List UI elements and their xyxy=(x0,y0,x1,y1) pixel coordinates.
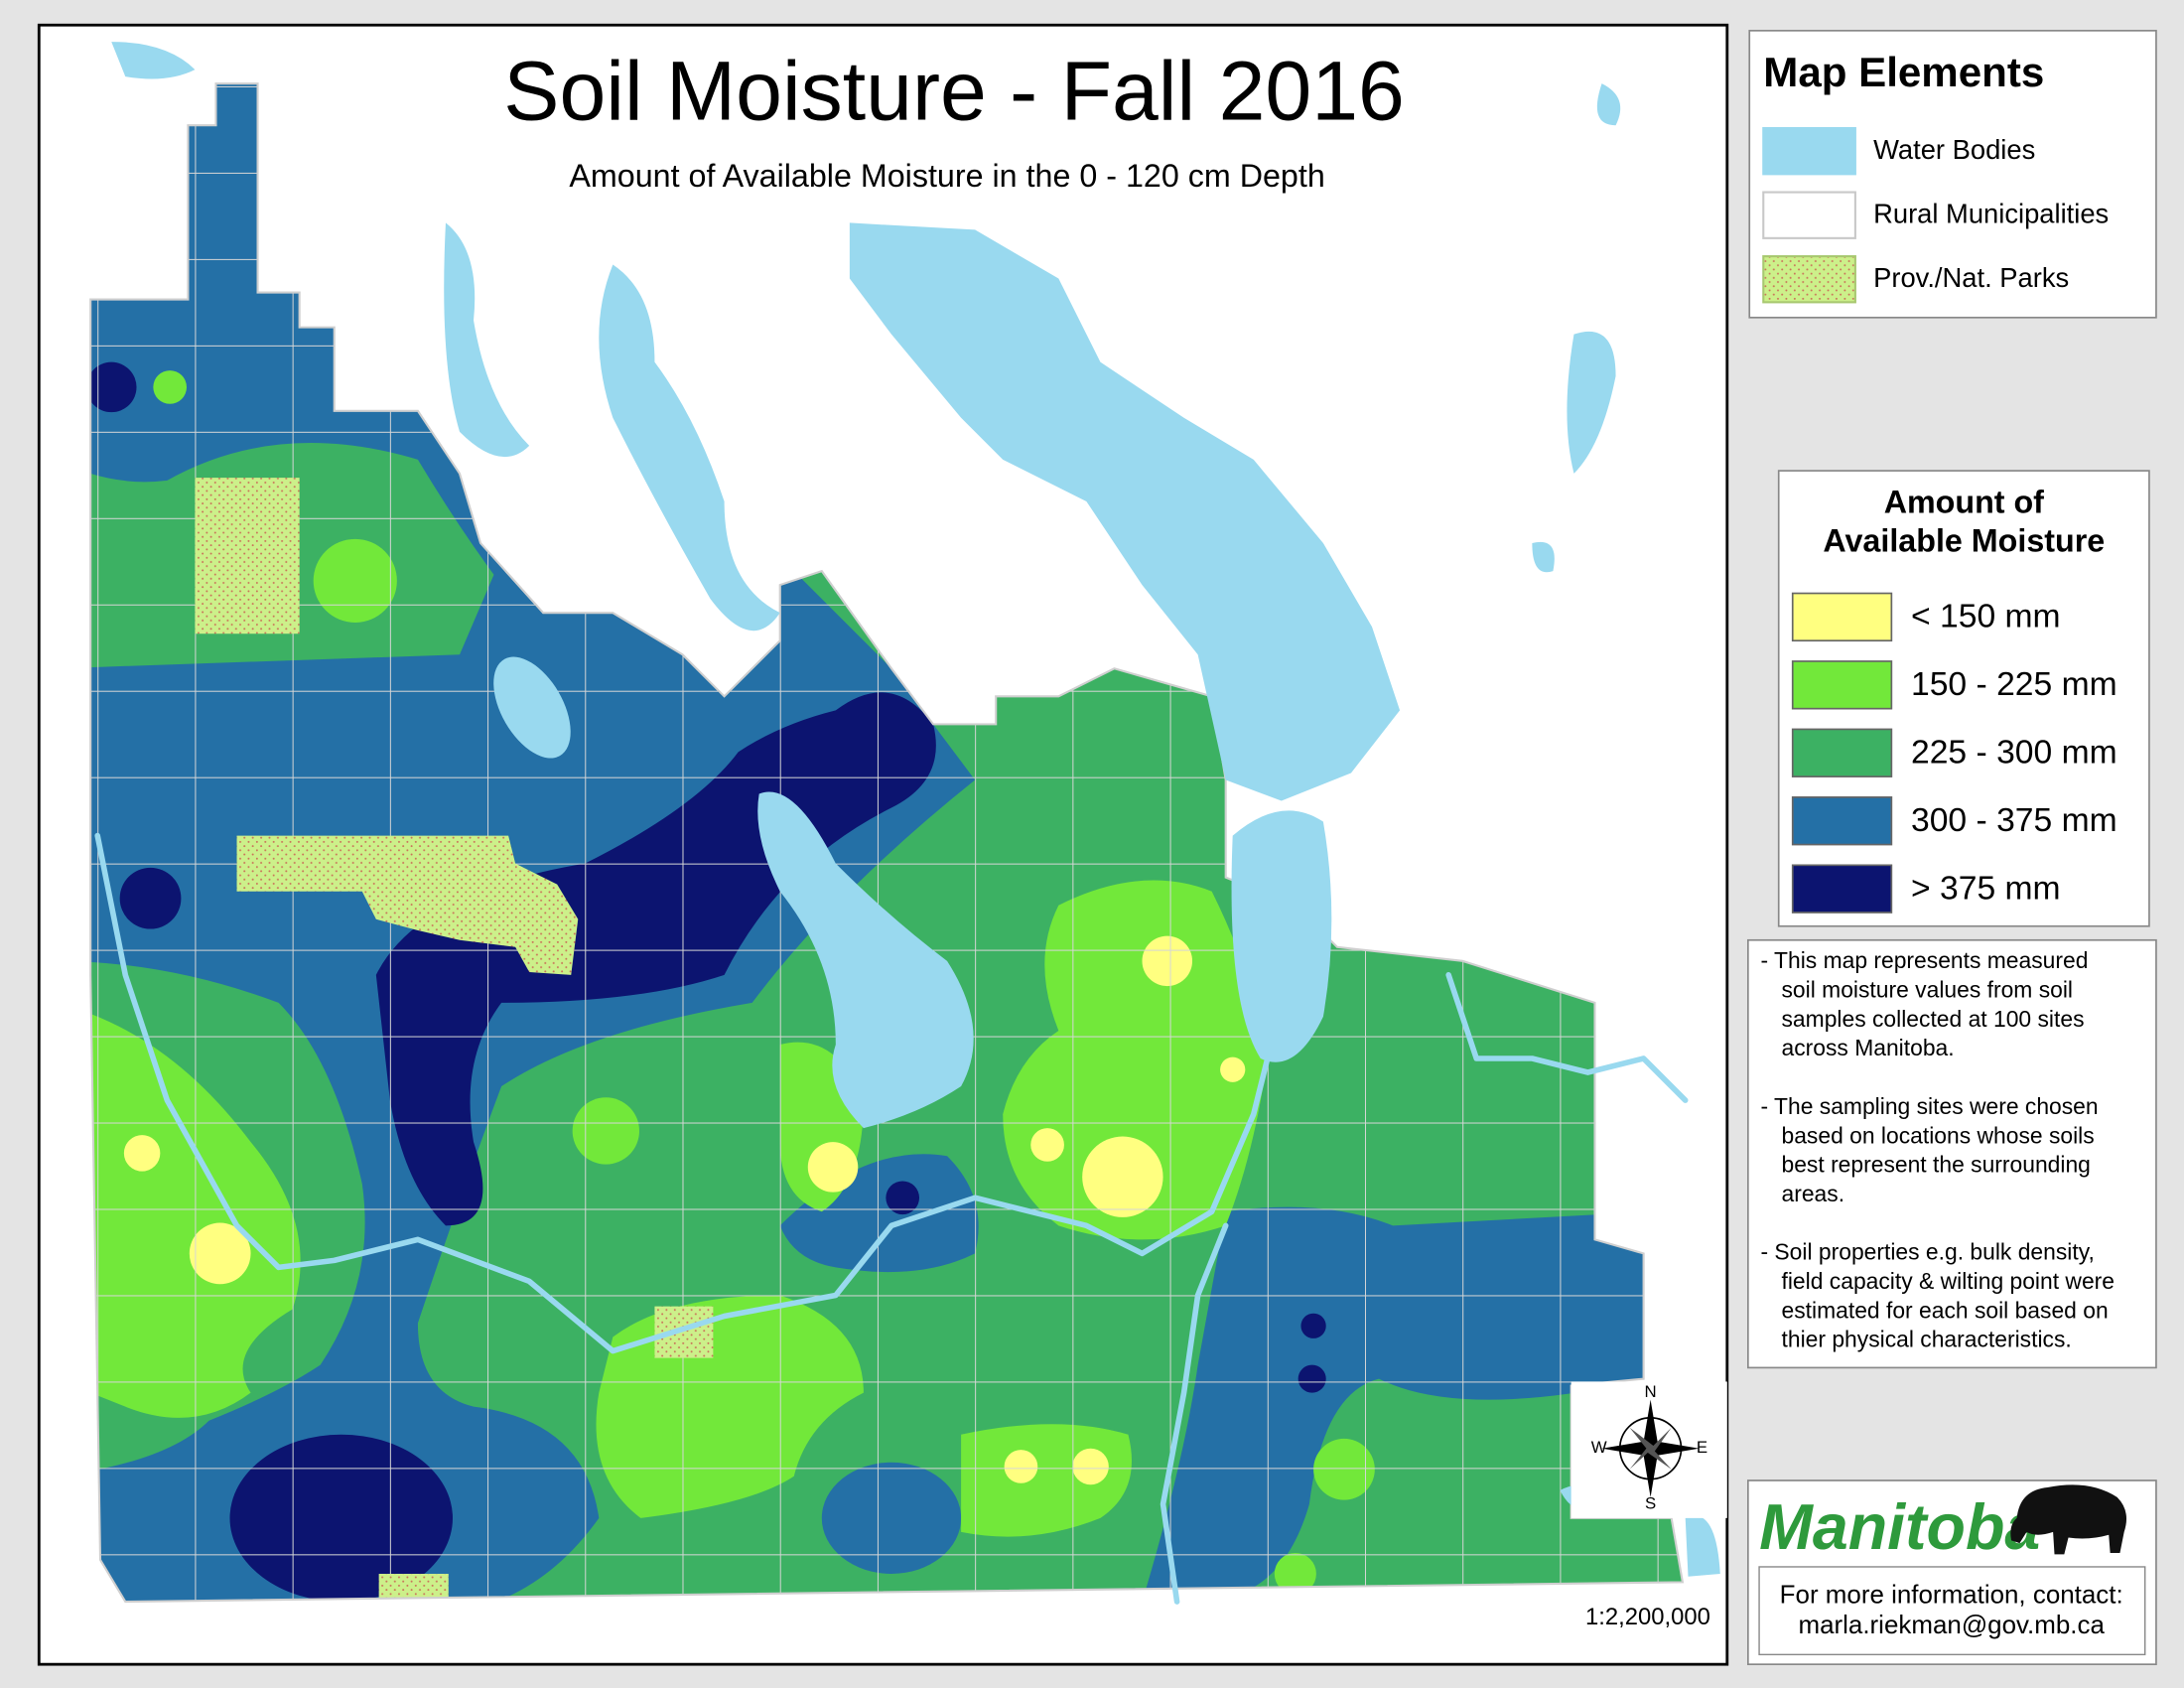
legend-swatch xyxy=(1791,864,1893,914)
lake xyxy=(1231,810,1332,1062)
note-line: - This map represents measured xyxy=(1760,947,2088,973)
river xyxy=(1445,972,1689,1103)
legend-swatch xyxy=(1791,796,1893,846)
scale-label: 1:2,200,000 xyxy=(1585,1604,1710,1630)
legend-swatch xyxy=(1791,728,1893,777)
note-line: - The sampling sites were chosen xyxy=(1760,1093,2098,1119)
compass: N S E W xyxy=(1570,1381,1727,1518)
legend-label: < 150 mm xyxy=(1911,599,2061,635)
note-line: areas. xyxy=(1782,1181,1845,1206)
compass-star xyxy=(1629,1427,1672,1470)
compass-s: S xyxy=(1645,1493,1656,1512)
legend-label: Rural Municipalities xyxy=(1873,199,2109,229)
notes-box xyxy=(1747,938,2157,1369)
bison-icon xyxy=(2010,1484,2127,1555)
compass-n: N xyxy=(1645,1382,1657,1401)
water-bodies xyxy=(94,42,1720,1605)
note-line: field capacity & wilting point were xyxy=(1782,1268,2115,1294)
compass-e: E xyxy=(1697,1438,1707,1457)
contact-line: For more information, contact: xyxy=(1780,1581,2123,1609)
park xyxy=(195,478,300,634)
map-subtitle: Amount of Available Moisture in the 0 - … xyxy=(569,158,1324,194)
note-line: soil moisture values from soil xyxy=(1782,977,2074,1003)
lake xyxy=(444,222,530,458)
lake xyxy=(849,222,1401,801)
lake xyxy=(1532,541,1555,573)
lake xyxy=(493,656,571,759)
logo-text: Manitoba xyxy=(1759,1491,2040,1563)
legend-swatch xyxy=(1791,660,1893,710)
lake xyxy=(1685,1515,1720,1577)
legend-swatch xyxy=(1791,592,1893,642)
legend-swatch xyxy=(1762,126,1856,176)
lake xyxy=(1567,331,1616,474)
park xyxy=(236,835,579,975)
note-line: best represent the surrounding xyxy=(1782,1152,2091,1178)
park xyxy=(378,1573,449,1603)
note-line: samples collected at 100 sites xyxy=(1782,1006,2085,1032)
legend-label: > 375 mm xyxy=(1911,870,2061,907)
note-line: estimated for each soil based on xyxy=(1782,1297,2109,1323)
note-line: - Soil properties e.g. bulk density, xyxy=(1760,1239,2094,1265)
lake xyxy=(599,264,780,632)
legend-swatch xyxy=(1762,191,1856,239)
compass-w: W xyxy=(1591,1438,1607,1457)
legend-label: 300 - 375 mm xyxy=(1911,802,2117,839)
moisture-legend-title: Amount of xyxy=(1884,484,2044,519)
park xyxy=(654,1306,714,1358)
contact-box xyxy=(1758,1566,2146,1656)
note-line: thier physical characteristics. xyxy=(1782,1327,2072,1352)
lake xyxy=(1596,83,1621,126)
notes: - This map represents measured soil moist… xyxy=(1760,947,2115,1351)
moisture-legend-title: Available Moisture xyxy=(1823,523,2105,559)
legend-label: 225 - 300 mm xyxy=(1911,735,2117,772)
legend-label: Prov./Nat. Parks xyxy=(1873,262,2069,293)
map-elements-title: Map Elements xyxy=(1763,49,2044,95)
note-line: across Manitoba. xyxy=(1782,1035,1955,1060)
map-title: Soil Moisture - Fall 2016 xyxy=(503,44,1405,137)
river xyxy=(94,832,1271,1354)
moisture-legend: Amount of Available Moisture < 150 mm 150 -… xyxy=(1791,484,2117,914)
note-line: based on locations whose soils xyxy=(1782,1122,2095,1148)
lake xyxy=(111,42,196,79)
legend-label: Water Bodies xyxy=(1873,134,2035,165)
river xyxy=(1160,1222,1229,1605)
legend-swatch xyxy=(1762,255,1856,304)
contact-line: marla.riekman@gov.mb.ca xyxy=(1798,1612,2105,1639)
legend-label: 150 - 225 mm xyxy=(1911,666,2117,703)
lake xyxy=(757,791,974,1129)
map-elements-items: Water Bodies Rural Municipalities Prov./Na… xyxy=(1762,126,2109,304)
